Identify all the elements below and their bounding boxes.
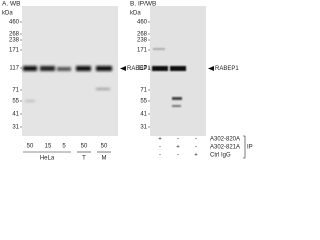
marker-label: 117: [9, 66, 19, 72]
ip-label: IP: [247, 145, 253, 151]
arrow: [120, 66, 126, 71]
sign: -: [159, 145, 161, 151]
marker-label: 71: [140, 88, 147, 94]
target-label: RABEP1: [215, 66, 239, 72]
marker-label: 238: [9, 38, 20, 44]
marker-label: 41: [12, 112, 19, 118]
sign: -: [195, 145, 197, 151]
lane-label: 50: [101, 144, 108, 150]
panel-title: A. WB: [2, 1, 20, 8]
marker-label: 238: [137, 38, 148, 44]
sign: +: [158, 137, 162, 143]
ip-bracket: [243, 135, 246, 159]
marker-label: 31: [140, 125, 147, 131]
group-label: M: [102, 156, 107, 162]
marker-label: 117: [137, 66, 147, 72]
bands-b: [152, 48, 186, 107]
marker-label: 171: [137, 48, 148, 54]
marker-label: 268: [9, 32, 20, 38]
lane-label: 50: [81, 144, 88, 150]
sign: -: [177, 153, 179, 159]
row-name: Ctrl IgG: [210, 153, 231, 159]
sign: +: [176, 145, 180, 151]
unit-label: kDa: [130, 11, 141, 17]
sign: -: [159, 153, 161, 159]
unit-label: kDa: [2, 11, 13, 17]
row-name: A302-821A: [210, 145, 240, 151]
marker-label: 55: [12, 99, 19, 105]
target-label: RABEP1: [127, 66, 151, 72]
row-name: A302-820A: [210, 137, 240, 143]
lane-label: 5: [62, 144, 66, 150]
panel-title: B. IP/WB: [130, 1, 156, 8]
group-label: T: [82, 156, 86, 162]
marker-label: 460: [137, 20, 148, 26]
marker-label: 55: [140, 99, 147, 105]
marker-label: 171: [9, 48, 20, 54]
sign: +: [194, 153, 198, 159]
bands-a: [23, 66, 112, 102]
arrow: [208, 66, 214, 71]
sign: -: [195, 137, 197, 143]
sign: -: [177, 137, 179, 143]
marker-label: 71: [12, 88, 19, 94]
lane-label: 50: [27, 144, 34, 150]
marker-label: 268: [137, 32, 148, 38]
marker-label: 41: [140, 112, 147, 118]
lane-label: 15: [45, 144, 52, 150]
marker-label: 460: [9, 20, 20, 26]
marker-label: 31: [12, 125, 19, 131]
group-label: HeLa: [40, 156, 55, 162]
